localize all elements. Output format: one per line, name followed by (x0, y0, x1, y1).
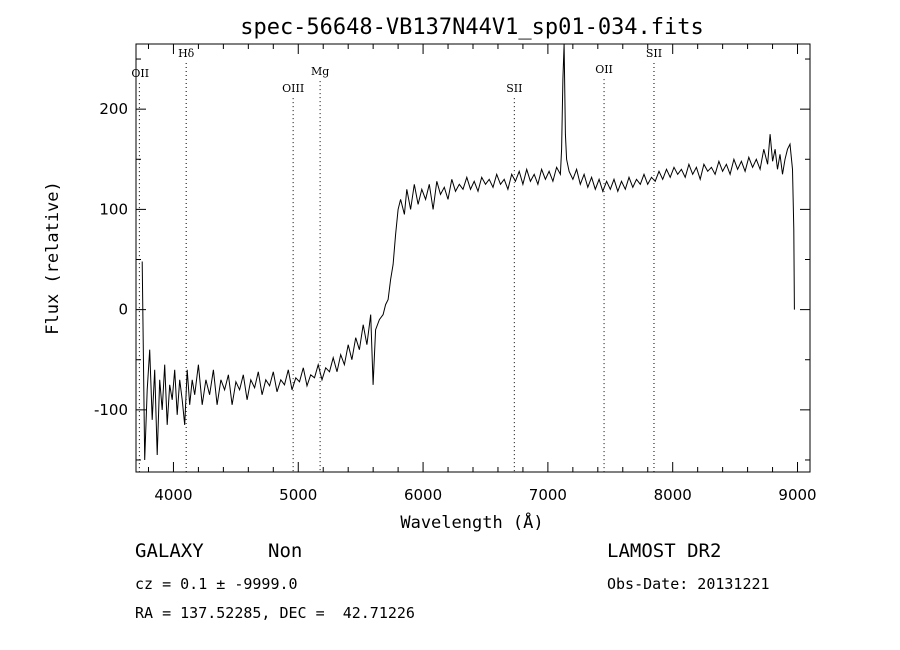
x-tick-label: 9000 (778, 486, 816, 504)
emission-line-label: Mg (311, 65, 329, 78)
redshift-label: cz = 0.1 ± -9999.0 (135, 575, 298, 593)
emission-line-label: Hδ (178, 47, 195, 60)
coordinates-label: RA = 137.52285, DEC = 42.71226 (135, 604, 415, 622)
x-axis-label: Wavelength (Å) (400, 511, 543, 533)
y-tick-label: -100 (94, 401, 128, 419)
x-tick-label: 6000 (404, 486, 442, 504)
emission-line-label: OII (595, 63, 613, 76)
obs-date-label: Obs-Date: 20131221 (607, 575, 770, 593)
x-tick-label: 5000 (279, 486, 317, 504)
chart-title: spec-56648-VB137N44V1_sp01-034.fits (240, 15, 704, 40)
spectrum-line (141, 43, 795, 461)
object-class: GALAXY (135, 540, 204, 562)
x-axis: 4000 5000 6000 7000 8000 9000 (147, 44, 817, 504)
survey-label: LAMOST DR2 (607, 540, 722, 562)
x-tick-label: 8000 (654, 486, 692, 504)
y-axis-label: Flux (relative) (43, 181, 63, 335)
x-tick-label: 7000 (529, 486, 567, 504)
object-subclass: Non (268, 540, 303, 562)
emission-line-label: OII (131, 67, 149, 80)
emission-line-label: SII (646, 47, 662, 60)
y-axis: -100 0 100 200 (94, 58, 810, 461)
plot-frame (135, 43, 811, 473)
spectrum-chart: spec-56648-VB137N44V1_sp01-034.fits OII H… (43, 15, 817, 533)
emission-lines: OII Hδ OIII Mg SII OII SII (131, 47, 662, 472)
y-tick-label: 100 (99, 200, 128, 218)
y-tick-label: 200 (99, 100, 128, 118)
emission-line-label: OIII (282, 82, 304, 95)
emission-line-label: SII (506, 82, 522, 95)
y-tick-label: 0 (118, 301, 128, 319)
x-tick-label: 4000 (154, 486, 192, 504)
